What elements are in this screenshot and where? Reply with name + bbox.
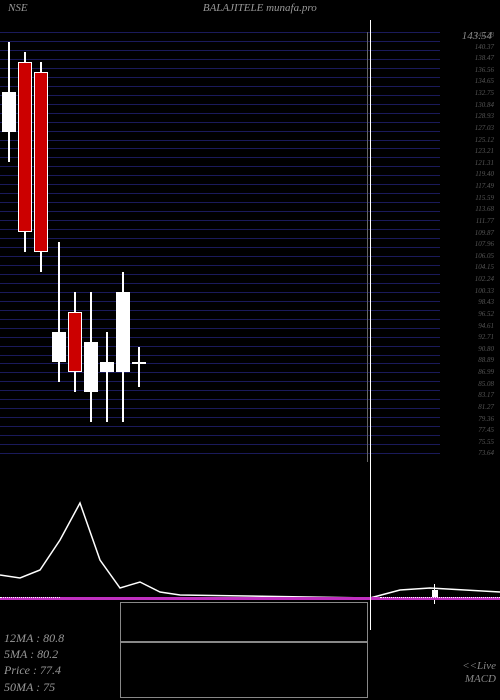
macd-live: <<Live <box>462 660 496 673</box>
info-box-upper <box>120 602 368 642</box>
exchange-label: NSE <box>8 2 28 14</box>
ma50-value: 50MA : 75 <box>4 679 64 695</box>
ma5-value: 5MA : 80.2 <box>4 646 64 662</box>
price-chart[interactable]: 142.28140.37138.47136.56134.65132.75130.… <box>0 32 500 462</box>
chart-header: NSE BALAJITELE munafa.pro <box>0 0 500 16</box>
last-price: 143.54 <box>462 30 492 42</box>
price-value: Price : 77.4 <box>4 662 64 678</box>
mini-candle <box>432 584 438 604</box>
cursor-line[interactable] <box>370 20 371 630</box>
macd-label: <<Live MACD <box>462 660 496 686</box>
ma12-value: 12MA : 80.8 <box>4 630 64 646</box>
cursor-line-inner <box>367 32 368 462</box>
gridlines <box>0 32 440 462</box>
ma-readout: 12MA : 80.8 5MA : 80.2 Price : 77.4 50MA… <box>4 630 64 695</box>
info-box-lower <box>120 642 368 698</box>
macd-text: MACD <box>462 673 496 686</box>
indicator-line <box>0 503 500 598</box>
symbol-title: BALAJITELE munafa.pro <box>28 2 492 14</box>
y-axis-labels: 142.28140.37138.47136.56134.65132.75130.… <box>442 32 498 462</box>
